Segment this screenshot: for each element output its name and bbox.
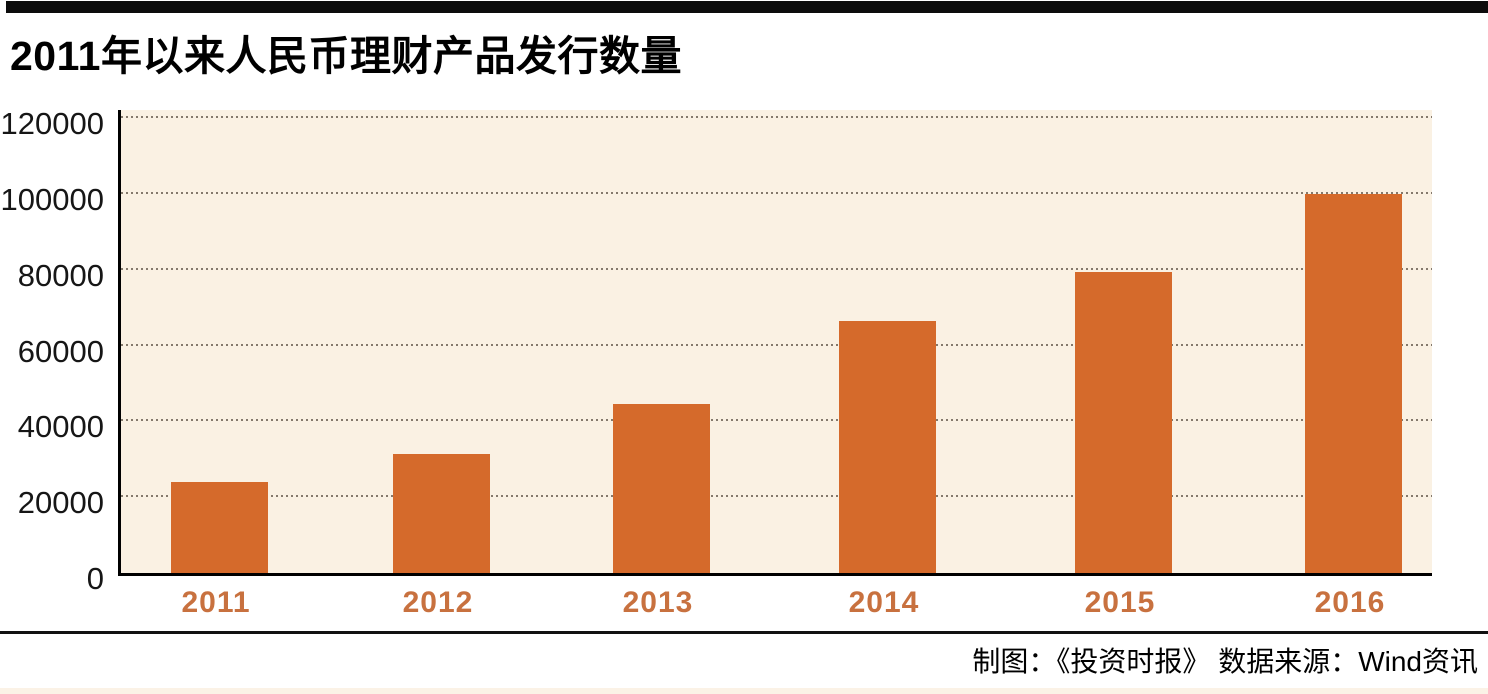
gridline-40000	[121, 419, 1432, 422]
y-axis-tick-label-0: 0	[86, 561, 104, 596]
gridline-60000	[121, 343, 1432, 346]
y-axis-tick-labels: 0 20000 40000 60000 80000 100000 120000	[0, 0, 104, 694]
credit-line: 制图：《投资时报》 数据来源：Wind资讯	[972, 646, 1478, 677]
x-axis-label-2014: 2014	[848, 586, 920, 619]
y-axis-tick-label-60000: 60000	[17, 333, 104, 369]
y-axis-tick-label-80000: 80000	[17, 257, 104, 293]
x-axis-label-2015: 2015	[1084, 586, 1156, 619]
bar-2014	[838, 320, 936, 573]
gridline-120000	[121, 116, 1432, 118]
bar-2013	[612, 404, 710, 573]
x-axis-label-2013: 2013	[622, 586, 694, 619]
gridline-100000	[121, 191, 1432, 194]
gridline-80000	[121, 267, 1432, 270]
x-axis-label-2012: 2012	[402, 586, 474, 619]
bar-2012	[392, 453, 490, 573]
y-axis-tick-label-120000: 120000	[0, 106, 104, 141]
gridline-20000	[121, 495, 1432, 498]
bar-2016	[1304, 193, 1402, 573]
x-axis-label-2016: 2016	[1314, 586, 1386, 619]
y-axis-tick-label-100000: 100000	[0, 181, 104, 217]
y-axis-tick-label-20000: 20000	[17, 485, 104, 521]
y-axis-tick-label-40000: 40000	[17, 409, 104, 445]
x-axis-label-2011: 2011	[181, 586, 251, 619]
footer-divider	[0, 631, 1488, 634]
top-accent-bar	[6, 1, 1488, 13]
page-title: 2011年以来人民币理财产品发行数量	[10, 33, 682, 79]
bottom-accent-strip	[0, 688, 1488, 694]
bar-2011	[170, 482, 268, 573]
plot-area	[118, 110, 1432, 576]
bar-2015	[1074, 271, 1172, 573]
